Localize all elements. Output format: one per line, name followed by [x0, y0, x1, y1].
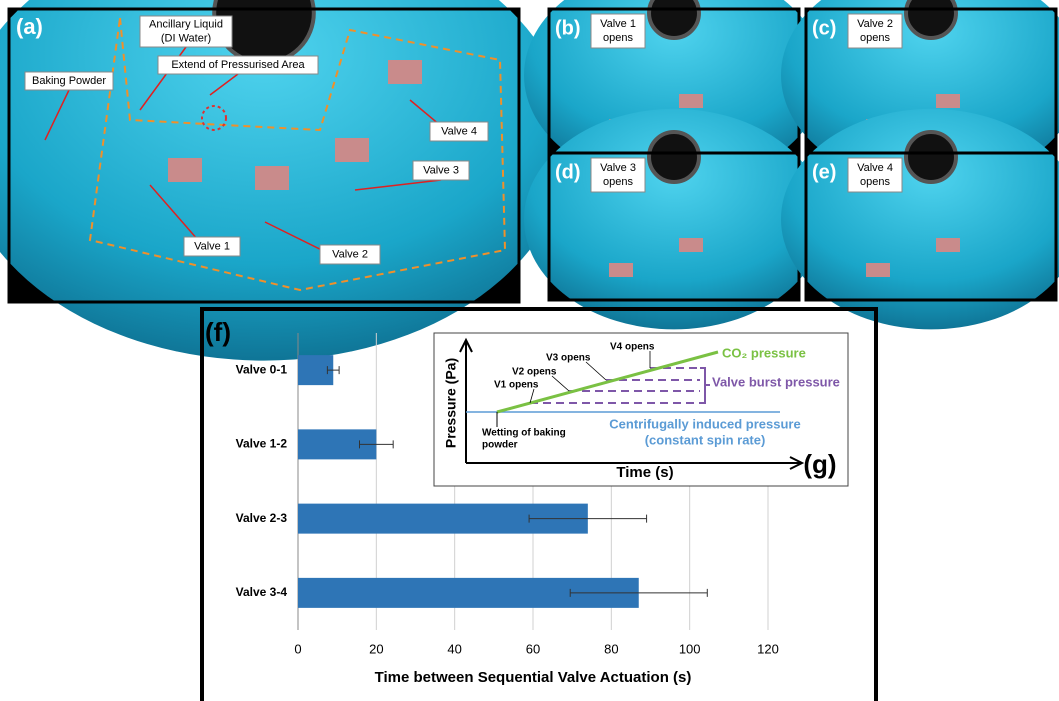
opens-label: V1 opens [494, 380, 539, 391]
chamber [936, 94, 960, 108]
panel-label: (c) [812, 17, 836, 39]
y-tick-label: Valve 1-2 [236, 437, 288, 451]
hub [649, 0, 699, 38]
wetting-label: Wetting of baking [482, 428, 566, 439]
annotation: opens [603, 32, 633, 44]
chamber [335, 138, 369, 162]
panel-label: (a) [16, 14, 43, 39]
x-tick-label: 100 [679, 641, 701, 656]
annotation: opens [860, 176, 890, 188]
panel-label: (f) [205, 317, 231, 347]
panel-label: (g) [803, 449, 836, 479]
wetting-label: powder [482, 440, 518, 451]
opens-label: V4 opens [610, 342, 655, 353]
annotation: Ancillary Liquid [149, 18, 223, 30]
hub [649, 132, 699, 182]
x-tick-label: 120 [757, 641, 779, 656]
y-tick-label: Valve 3-4 [236, 585, 288, 599]
y-tick-label: Valve 2-3 [236, 511, 288, 525]
co2-label: CO₂ pressure [722, 345, 806, 360]
chamber [936, 238, 960, 252]
chamber [679, 94, 703, 108]
x-tick-label: 20 [369, 641, 383, 656]
annotation: Extend of Pressurised Area [171, 59, 305, 71]
x-axis-title: Time between Sequential Valve Actuation … [375, 669, 692, 686]
chamber [168, 158, 202, 182]
burst-label: Valve burst pressure [712, 374, 840, 389]
chamber [679, 238, 703, 252]
y-tick-label: Valve 0-1 [236, 362, 288, 376]
x-axis-title: Time (s) [616, 464, 673, 481]
annotation: Valve 3 [423, 164, 459, 176]
centrifugal-label: (constant spin rate) [645, 432, 766, 447]
panel-label: (d) [555, 161, 581, 183]
y-axis-title: Pressure (Pa) [443, 358, 459, 448]
annotation: (DI Water) [161, 32, 211, 44]
chamber [388, 60, 422, 84]
annotation: opens [603, 176, 633, 188]
x-tick-label: 60 [526, 641, 540, 656]
annotation: Valve 3 [600, 162, 636, 174]
annotation: Valve 4 [441, 125, 477, 137]
opens-label: V3 opens [546, 353, 591, 364]
annotation: Valve 2 [332, 248, 368, 260]
opens-label: V2 opens [512, 367, 557, 378]
hub [906, 132, 956, 182]
panel-label: (e) [812, 161, 836, 183]
centrifugal-label: Centrifugally induced pressure [609, 416, 800, 431]
annotation: Valve 1 [194, 240, 230, 252]
annotation: Valve 4 [857, 162, 893, 174]
annotation: Valve 2 [857, 18, 893, 30]
panel-label: (b) [555, 17, 581, 39]
annotation: opens [860, 32, 890, 44]
x-tick-label: 40 [447, 641, 461, 656]
hub [906, 0, 956, 38]
chamber [866, 263, 890, 277]
x-tick-label: 0 [294, 641, 301, 656]
figure: (a) Ancillary Liquid (DI Water) Extend of P… [0, 0, 1059, 701]
chamber [609, 263, 633, 277]
x-tick-label: 80 [604, 641, 618, 656]
chamber [255, 166, 289, 190]
annotation: Valve 1 [600, 18, 636, 30]
annotation: Baking Powder [32, 75, 106, 87]
